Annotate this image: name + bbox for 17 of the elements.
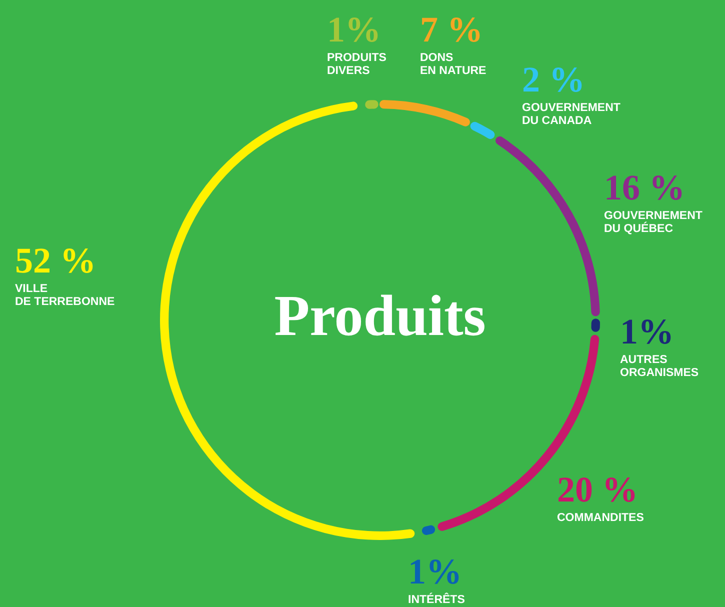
slice-label: GOUVERNEMENT DU QUÉBEC [604,210,702,235]
slice-label: AUTRES ORGANISMES [620,354,699,379]
data-label: 1% [408,551,462,592]
slice-label: DONS EN NATURE [420,52,487,77]
slice-label: INTÉRÊTS [408,592,466,606]
data-label: 2 % [522,59,585,100]
data-label: 1% [327,9,381,50]
slice-label: PRODUITS DIVERS [327,52,387,77]
text: Produits [274,282,486,348]
data-label: 20 % [557,469,638,510]
slice-label: GOUVERNEMENT DU CANADA [522,102,620,127]
slice-label: VILLE DE TERREBONNE [15,282,116,308]
data-label: 7 % [420,9,483,50]
data-label: 16 % [604,167,685,208]
slice-label: COMMANDITES [557,512,644,524]
data-label: 52 % [15,240,96,280]
data-label: 1% [620,311,674,352]
